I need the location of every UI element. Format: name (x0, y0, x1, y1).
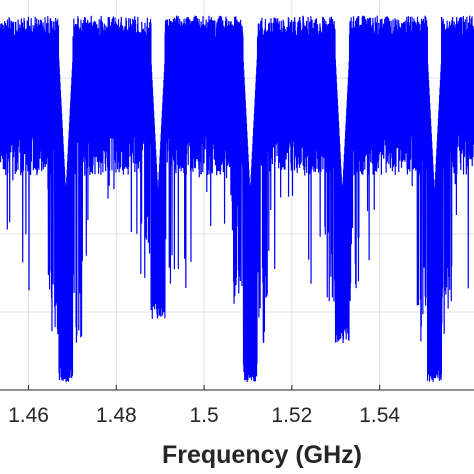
signal-trace-line (0, 15, 474, 383)
x-tick-label-4: 1.54 (359, 404, 400, 427)
x-tick-label-1: 1.48 (96, 404, 137, 427)
x-axis-title: Frequency (GHz) (162, 441, 362, 469)
signal-trace-series (0, 15, 474, 383)
x-tick-label-0: 1.46 (8, 404, 49, 427)
x-tick-label-3: 1.52 (271, 404, 312, 427)
x-tick-label-2: 1.5 (189, 404, 218, 427)
axes-frame (0, 385, 474, 391)
x-tick-labels: 1.46 1.48 1.5 1.52 1.54 (8, 404, 400, 427)
